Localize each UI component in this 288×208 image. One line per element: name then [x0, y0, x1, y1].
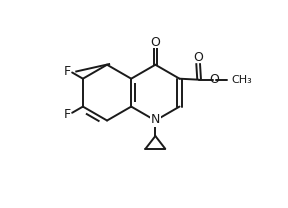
- Text: CH₃: CH₃: [231, 75, 252, 85]
- Text: N: N: [151, 113, 160, 126]
- Text: O: O: [193, 51, 203, 64]
- Text: O: O: [209, 73, 219, 86]
- Text: F: F: [64, 65, 71, 78]
- Text: F: F: [64, 108, 71, 120]
- Text: O: O: [150, 36, 160, 48]
